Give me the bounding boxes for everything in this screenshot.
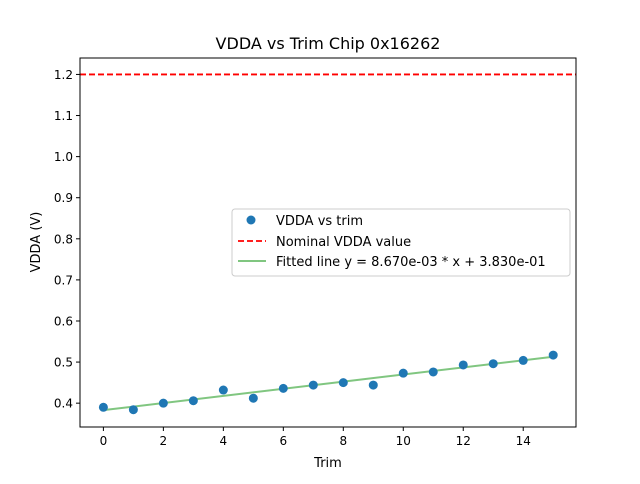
legend-box	[231, 208, 571, 277]
x-tick-label: 12	[456, 434, 471, 448]
x-axis-label: Trim	[313, 456, 342, 471]
y-tick-label: 1.2	[54, 68, 73, 82]
data-point	[368, 380, 378, 390]
legend: VDDA vs trim Nominal VDDA value Fitted lin…	[231, 208, 571, 277]
data-point	[128, 405, 138, 415]
y-axis-label: VDDA (V)	[29, 212, 44, 273]
y-axis: 0.4 0.5 0.6 0.7 0.8 0.9 1.0 1.1 1.2	[54, 68, 80, 411]
x-tick-label: 0	[100, 434, 108, 448]
legend-marker-scatter	[246, 215, 256, 225]
y-tick-label: 0.7	[54, 273, 73, 287]
y-tick-label: 0.6	[54, 314, 73, 328]
y-tick-label: 1.0	[54, 150, 73, 164]
y-tick-label: 0.8	[54, 232, 73, 246]
x-tick-label: 4	[220, 434, 228, 448]
y-tick-label: 0.4	[54, 397, 73, 411]
legend-label: Nominal VDDA value	[276, 235, 411, 250]
data-point	[458, 360, 468, 370]
data-point	[548, 350, 558, 360]
x-tick-label: 10	[396, 434, 411, 448]
y-tick-label: 0.9	[54, 191, 73, 205]
plot-area	[80, 73, 576, 415]
data-point	[308, 380, 318, 390]
data-point	[488, 359, 498, 369]
legend-label: VDDA vs trim	[276, 214, 363, 229]
legend-label: Fitted line y = 8.670e-03 * x + 3.830e-0…	[276, 255, 546, 270]
data-point	[248, 393, 258, 403]
x-tick-label: 6	[279, 434, 287, 448]
data-point	[158, 398, 168, 408]
y-tick-label: 0.5	[54, 356, 73, 370]
y-tick-label: 1.1	[54, 109, 73, 123]
x-axis: 0 2 4 6 8 10 12 14	[100, 427, 531, 448]
axes-frame	[79, 57, 577, 428]
data-point	[278, 383, 288, 393]
data-point	[218, 385, 228, 395]
x-tick-label: 2	[160, 434, 168, 448]
x-tick-label: 8	[339, 434, 347, 448]
data-point	[98, 402, 108, 412]
data-point	[398, 368, 408, 378]
x-tick-label: 14	[516, 434, 531, 448]
fitted-line	[103, 355, 554, 412]
data-point	[518, 355, 528, 365]
chart-title: VDDA vs Trim Chip 0x16262	[216, 34, 441, 53]
data-point	[188, 396, 198, 406]
data-point	[428, 367, 438, 377]
data-point	[338, 378, 348, 388]
